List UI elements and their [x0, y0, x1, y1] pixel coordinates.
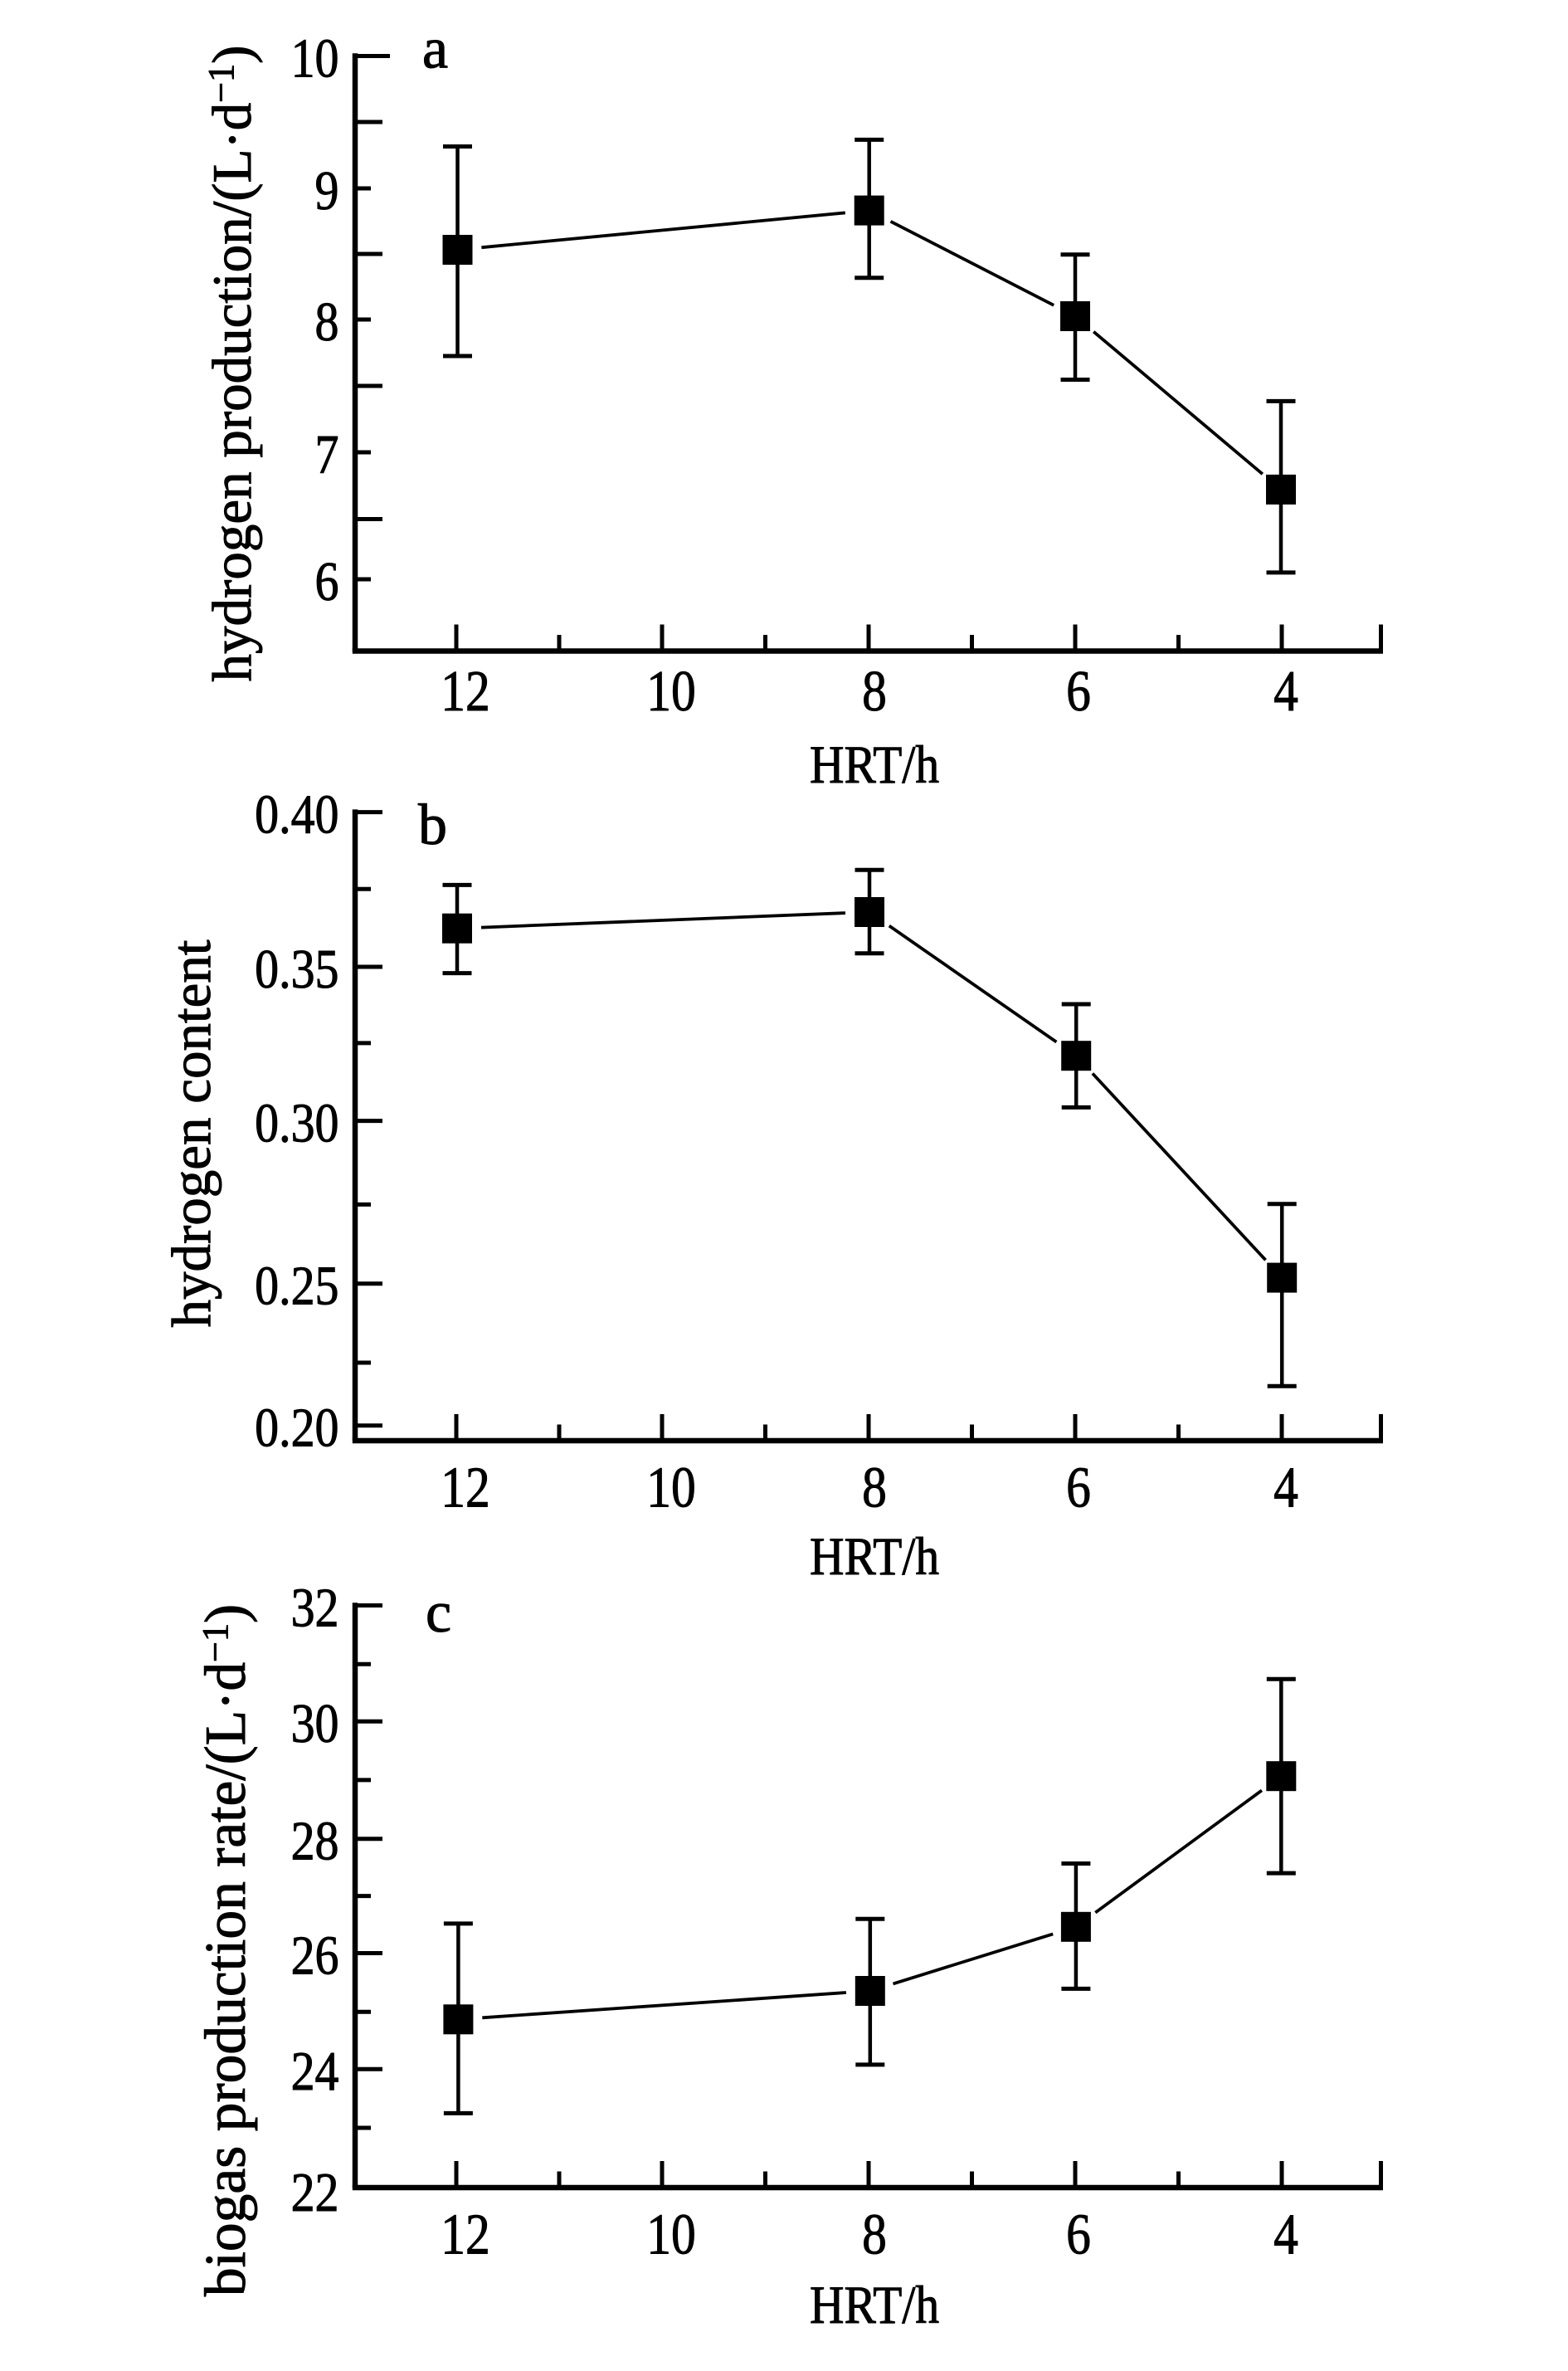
svg-text:biogas production rate/(L·d−1): biogas production rate/(L·d−1) [194, 1604, 258, 2296]
svg-text:12: 12 [441, 660, 489, 724]
svg-text:8: 8 [862, 660, 887, 724]
svg-text:8: 8 [315, 290, 339, 353]
svg-text:a: a [422, 17, 448, 81]
svg-text:b: b [418, 793, 447, 857]
svg-text:24: 24 [291, 2040, 339, 2102]
svg-text:10: 10 [646, 2203, 695, 2267]
svg-text:32: 32 [291, 1577, 339, 1639]
svg-text:8: 8 [862, 2203, 887, 2267]
svg-text:12: 12 [441, 1456, 489, 1520]
svg-text:4: 4 [1273, 1456, 1298, 1520]
svg-text:22: 22 [291, 2161, 339, 2223]
svg-text:hydrogen content: hydrogen content [161, 939, 222, 1327]
svg-text:10: 10 [646, 660, 695, 724]
svg-text:9: 9 [315, 159, 339, 222]
svg-text:hydrogen production/(L·d−1): hydrogen production/(L·d−1) [201, 46, 263, 682]
svg-text:0.35: 0.35 [255, 938, 338, 1000]
svg-text:4: 4 [1273, 660, 1298, 724]
svg-text:30: 30 [291, 1692, 339, 1754]
svg-text:10: 10 [291, 27, 339, 90]
svg-text:8: 8 [862, 1456, 887, 1520]
svg-text:0.30: 0.30 [255, 1092, 338, 1154]
svg-text:12: 12 [441, 2203, 489, 2267]
svg-text:6: 6 [1066, 2203, 1091, 2267]
svg-text:HRT/h: HRT/h [810, 736, 939, 795]
svg-text:0.25: 0.25 [255, 1255, 338, 1317]
svg-text:6: 6 [1066, 660, 1091, 724]
svg-text:c: c [426, 1581, 451, 1645]
svg-text:10: 10 [646, 1456, 695, 1520]
svg-text:6: 6 [315, 550, 339, 612]
svg-text:0.20: 0.20 [255, 1397, 338, 1459]
svg-text:6: 6 [1066, 1456, 1091, 1520]
svg-text:28: 28 [291, 1810, 339, 1872]
svg-text:0.40: 0.40 [255, 783, 338, 846]
svg-text:26: 26 [291, 1925, 339, 1987]
svg-text:4: 4 [1273, 2203, 1298, 2267]
svg-text:HRT/h: HRT/h [810, 2276, 939, 2335]
svg-text:7: 7 [315, 423, 339, 485]
svg-text:HRT/h: HRT/h [810, 1528, 939, 1587]
